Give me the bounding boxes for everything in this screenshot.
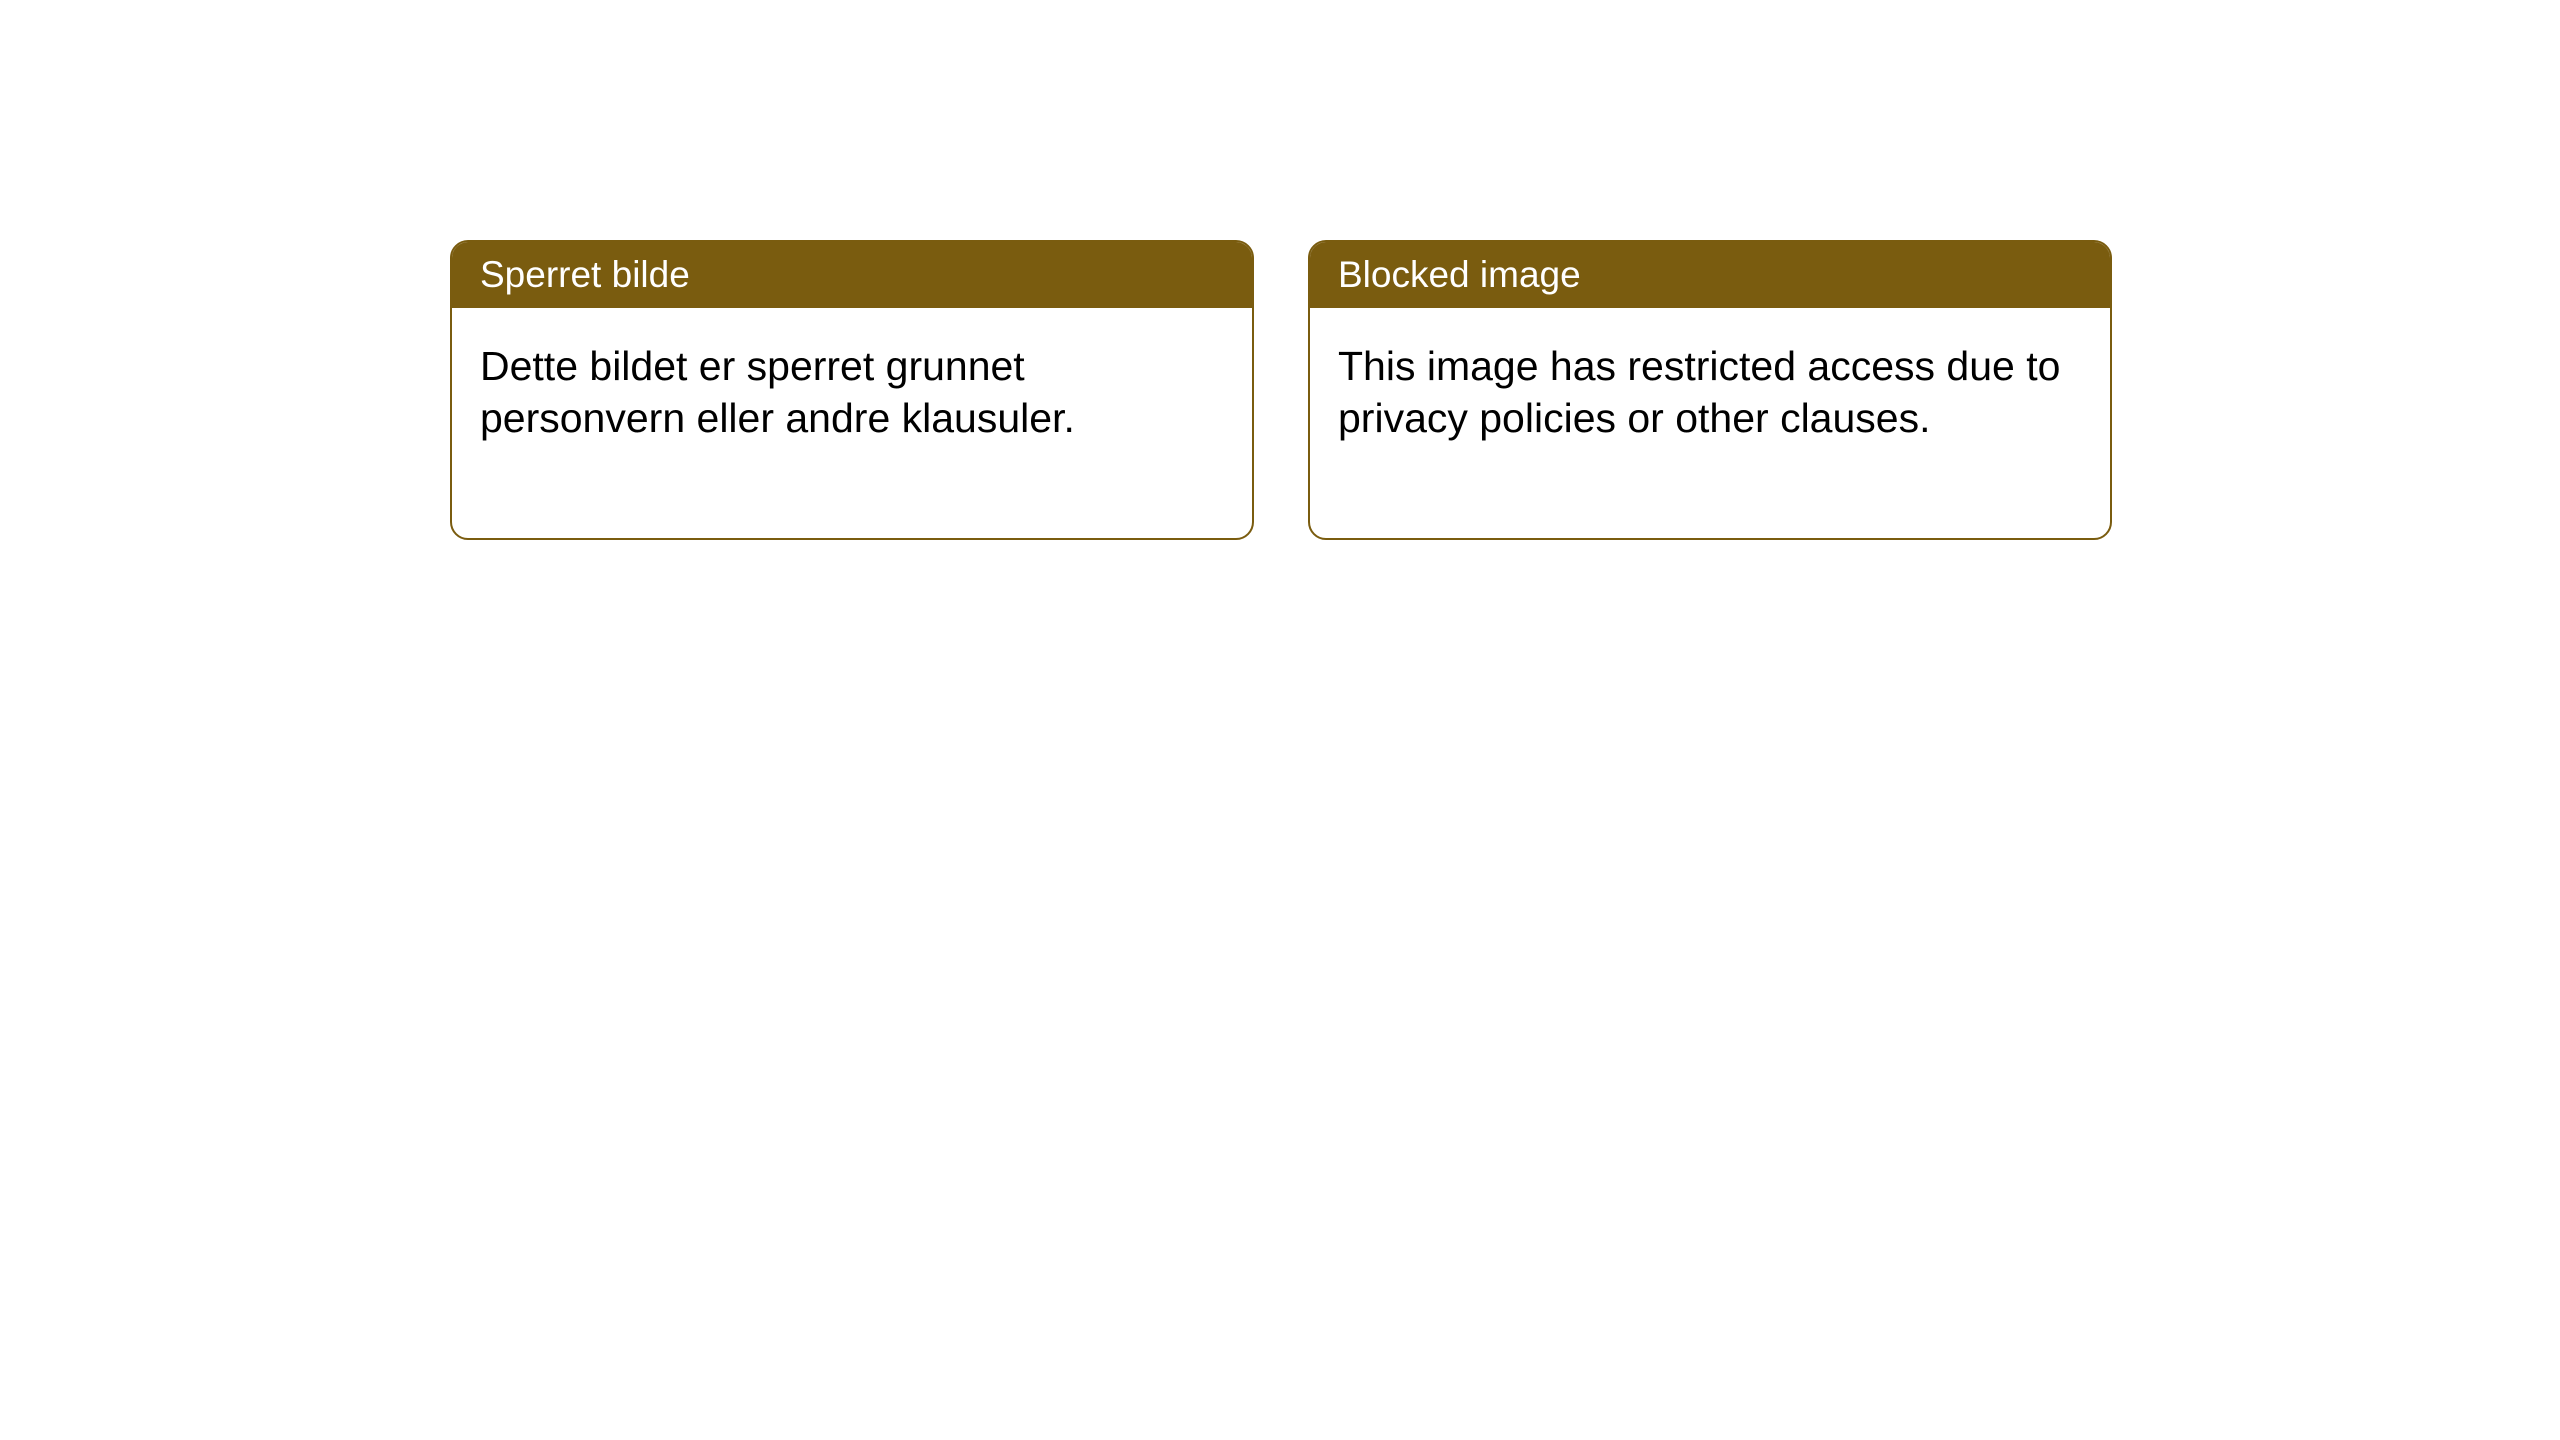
notice-body-text: Dette bildet er sperret grunnet personve… xyxy=(480,343,1075,441)
notice-header: Sperret bilde xyxy=(452,242,1252,308)
notice-title: Sperret bilde xyxy=(480,254,690,295)
notice-body: This image has restricted access due to … xyxy=(1310,308,2110,538)
notice-title: Blocked image xyxy=(1338,254,1581,295)
notice-body: Dette bildet er sperret grunnet personve… xyxy=(452,308,1252,538)
notice-container: Sperret bilde Dette bildet er sperret gr… xyxy=(0,0,2560,540)
notice-body-text: This image has restricted access due to … xyxy=(1338,343,2060,441)
notice-box-english: Blocked image This image has restricted … xyxy=(1308,240,2112,540)
notice-box-norwegian: Sperret bilde Dette bildet er sperret gr… xyxy=(450,240,1254,540)
notice-header: Blocked image xyxy=(1310,242,2110,308)
